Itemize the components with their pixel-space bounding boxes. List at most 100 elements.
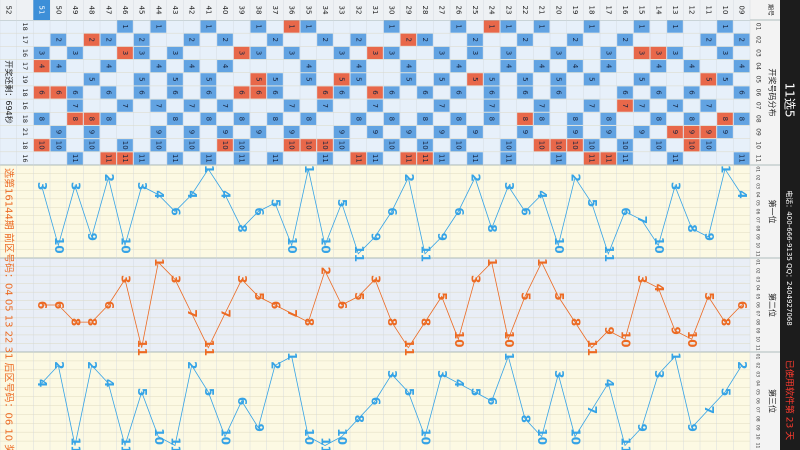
drawn-number-cell (733, 33, 750, 46)
drawn-number: 11 (354, 154, 362, 163)
trend-value: 10 (219, 428, 233, 445)
trend-value: 5 (135, 388, 149, 396)
drawn-number: 11 (554, 154, 562, 163)
drawn-number: 10 (688, 141, 696, 150)
drawn-number: 5 (404, 77, 412, 81)
column-number: 06 (755, 89, 762, 97)
trend-value: 3 (469, 275, 483, 283)
drawn-number: 11 (404, 154, 412, 163)
drawn-number: 5 (304, 77, 312, 81)
drawn-number: 9 (688, 130, 696, 134)
drawn-number-cell (317, 152, 333, 165)
drawn-number-cell (700, 139, 717, 152)
draw-notice: 选第16144期 前区号码：04 05 13 22 31 后区号码：06 10 … (2, 168, 15, 450)
drawn-number: 10 (504, 141, 512, 150)
drawn-number-cell (67, 99, 83, 112)
drawn-number: 11 (238, 154, 246, 163)
drawn-number-cell (50, 125, 67, 139)
drawn-number: 10 (571, 141, 579, 150)
drawn-number: 3 (471, 51, 479, 55)
drawn-number-cell (100, 86, 117, 99)
trend-value: 2 (569, 174, 583, 182)
column-number: 11 (755, 345, 761, 351)
column-number: 07 (755, 311, 761, 317)
drawn-number-cell (67, 86, 83, 99)
trend-value: 7 (585, 406, 599, 414)
trend-value: 11 (135, 339, 149, 356)
column-number: 07 (755, 102, 762, 110)
drawn-number: 8 (238, 117, 246, 121)
drawn-number: 1 (288, 24, 296, 28)
drawn-number: 2 (354, 38, 362, 42)
column-number: 02 (755, 268, 761, 274)
drawn-number-cell (550, 46, 567, 60)
trend-value: 4 (152, 190, 166, 198)
drawn-number: 8 (104, 117, 112, 121)
period-label: 40 (221, 6, 229, 15)
drawn-number: 5 (488, 77, 496, 81)
drawn-number-cell (350, 112, 367, 125)
drawn-number-cell (417, 112, 433, 125)
drawn-number-cell (700, 99, 717, 112)
drawn-number: 4 (454, 64, 462, 69)
trend-value: 10 (502, 331, 516, 348)
column-number: 02 (755, 362, 761, 368)
drawn-number-cell (283, 20, 300, 33)
trend-value: 2 (735, 361, 749, 369)
drawn-number: 10 (188, 141, 196, 150)
drawn-number-cell (517, 73, 533, 86)
drawn-number-cell (633, 20, 650, 33)
drawn-number-cell (333, 86, 350, 99)
drawn-number: 2 (404, 38, 412, 42)
drawn-number-cell (517, 33, 533, 46)
period-label: 48 (88, 6, 96, 15)
drawn-number-cell (250, 125, 267, 139)
drawn-number-cell (150, 99, 167, 112)
drawn-number-cell (483, 86, 500, 99)
drawn-number: 11 (371, 154, 379, 163)
appearance-count: 16 (21, 49, 29, 57)
usage-days: 已使用软件第 23 天 (784, 360, 796, 440)
period-label: 23 (504, 6, 512, 15)
drawn-number: 5 (354, 77, 362, 81)
drawn-number-cell (383, 86, 400, 99)
drawn-number: 6 (38, 90, 46, 95)
drawn-number: 8 (354, 117, 362, 121)
drawn-number-cell (500, 46, 517, 60)
drawn-number: 1 (154, 24, 162, 28)
drawn-number-cell (283, 46, 300, 60)
drawn-number: 1 (204, 24, 212, 28)
period-label: 44 (154, 6, 162, 15)
drawn-number-cell (500, 139, 517, 152)
drawn-number-cell (333, 139, 350, 152)
drawn-number-cell (533, 20, 550, 33)
trend-value: 4 (602, 379, 616, 387)
trend-value: 7 (219, 309, 233, 317)
column-number: 04 (755, 285, 761, 291)
drawn-number: 6 (204, 90, 212, 95)
drawn-number: 7 (488, 103, 496, 107)
trend-value: 10 (652, 237, 666, 254)
drawn-number-cell (150, 60, 167, 73)
drawn-number: 4 (688, 64, 696, 69)
drawn-number-cell (350, 73, 367, 86)
drawn-number-cell (100, 112, 117, 125)
drawn-number: 3 (121, 51, 129, 55)
drawn-number: 11 (204, 154, 212, 163)
drawn-number: 6 (71, 90, 79, 95)
column-number: 01 (755, 166, 761, 172)
drawn-number: 8 (204, 117, 212, 121)
drawn-number-cell (733, 60, 750, 73)
trend-value: 1 (502, 352, 516, 360)
drawn-number-cell (717, 112, 733, 125)
drawn-number-cell (550, 139, 567, 152)
drawn-number-cell (133, 86, 150, 99)
drawn-number-cell (233, 152, 250, 165)
trend-value: 3 (35, 182, 49, 190)
trend-value: 7 (185, 309, 199, 317)
period-label: 19 (571, 6, 579, 15)
drawn-number-cell (733, 152, 750, 165)
drawn-number-cell (650, 139, 667, 152)
drawn-number-cell (600, 60, 617, 73)
